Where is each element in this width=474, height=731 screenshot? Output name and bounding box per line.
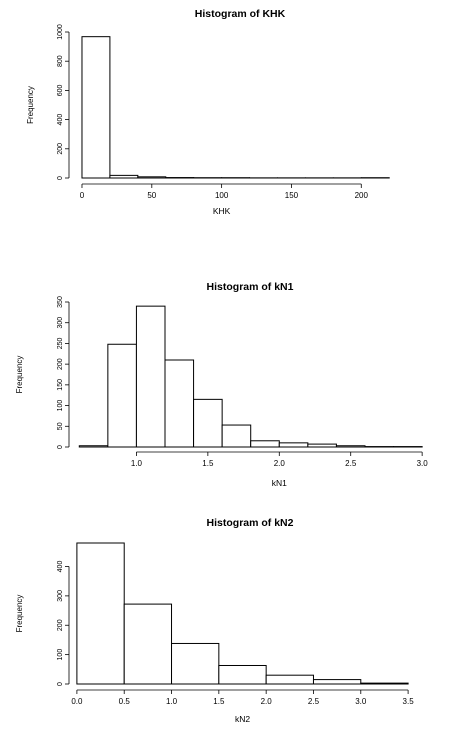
histogram-panel-2: Histogram of kN1 1.0 1.5 2.0 2.5 3.0 0 50 100 150…: [15, 281, 428, 488]
x-tick-label: 1.5: [213, 697, 225, 706]
y-tick-label: 1000: [57, 24, 64, 40]
histogram-bar: [107, 343, 137, 448]
y-axis-label: Frequency: [15, 356, 24, 394]
histogram-panel-3: Histogram of kN2 0.0 0.5 1.0 1.5 2.0 2.5 3.0 3.5…: [15, 517, 414, 724]
x-tick-label: 1.0: [166, 697, 178, 706]
y-tick-label: 300: [57, 317, 64, 329]
x-tick-label: 3.0: [417, 459, 429, 468]
x-tick-label: 2.0: [274, 459, 286, 468]
chart-title: Histogram of KHK: [195, 8, 286, 20]
x-axis-label: kN1: [272, 478, 287, 488]
y-tick-label: 250: [57, 337, 64, 349]
histogram-bar: [265, 674, 314, 685]
histogram-bar: [218, 664, 267, 685]
y-tick-label: 0: [57, 682, 64, 686]
y-tick-label: 300: [57, 590, 64, 602]
histogram-bar: [278, 442, 309, 448]
y-tick-label: 800: [57, 55, 64, 67]
histogram-bar: [360, 682, 409, 685]
x-tick-label: 2.5: [345, 459, 357, 468]
histogram-bar: [78, 445, 109, 448]
y-tick-label: 150: [57, 379, 64, 391]
histogram-bar: [171, 642, 220, 685]
histogram-bar: [193, 398, 223, 448]
histogram-bar: [164, 359, 195, 448]
histogram-bar: [307, 443, 337, 448]
histogram-bar: [137, 176, 167, 179]
x-tick-label: 50: [147, 191, 156, 200]
histogram-bar: [250, 440, 280, 448]
y-tick-label: 0: [57, 445, 64, 449]
histogram-bar: [76, 542, 125, 685]
histogram-panel-1: Histogram of KHK 0 50 100 150 200 0 200 400 600 80…: [26, 8, 390, 216]
y-axis-label: Frequency: [15, 595, 24, 633]
x-axis-label: KHK: [213, 206, 231, 216]
y-tick-label: 50: [57, 422, 64, 430]
x-tick-label: 200: [355, 191, 369, 200]
x-tick-label: 3.0: [355, 697, 367, 706]
y-tick-label: 600: [57, 84, 64, 96]
chart-title: Histogram of kN2: [207, 517, 294, 529]
histogram-bar: [135, 305, 166, 448]
x-tick-label: 1.5: [202, 459, 214, 468]
x-tick-label: 0.5: [119, 697, 131, 706]
x-tick-label: 2.0: [261, 697, 273, 706]
y-tick-label: 400: [57, 561, 64, 573]
histogram-bar: [221, 424, 252, 448]
histogram-bar: [81, 36, 111, 179]
x-axis-label: kN2: [235, 714, 250, 724]
histogram-bar: [335, 445, 366, 448]
y-tick-label: 200: [57, 358, 64, 370]
chart-title: Histogram of kN1: [207, 281, 294, 293]
y-tick-label: 100: [57, 649, 64, 661]
y-tick-label: 100: [57, 400, 64, 412]
histogram-bar: [123, 603, 173, 685]
x-tick-label: 3.5: [403, 697, 415, 706]
x-tick-label: 150: [285, 191, 299, 200]
x-tick-label: 0: [80, 191, 85, 200]
x-tick-label: 1.0: [131, 459, 143, 468]
x-tick-label: 0.0: [71, 697, 83, 706]
y-axis-label: Frequency: [26, 86, 35, 124]
y-tick-label: 200: [57, 619, 64, 631]
histogram-bar: [109, 174, 139, 179]
x-tick-label: 100: [215, 191, 229, 200]
y-tick-label: 200: [57, 143, 64, 155]
y-tick-label: 350: [57, 296, 64, 308]
histogram-bar: [312, 679, 362, 685]
y-tick-label: 0: [57, 176, 64, 180]
y-tick-label: 400: [57, 114, 64, 126]
x-tick-label: 2.5: [308, 697, 320, 706]
